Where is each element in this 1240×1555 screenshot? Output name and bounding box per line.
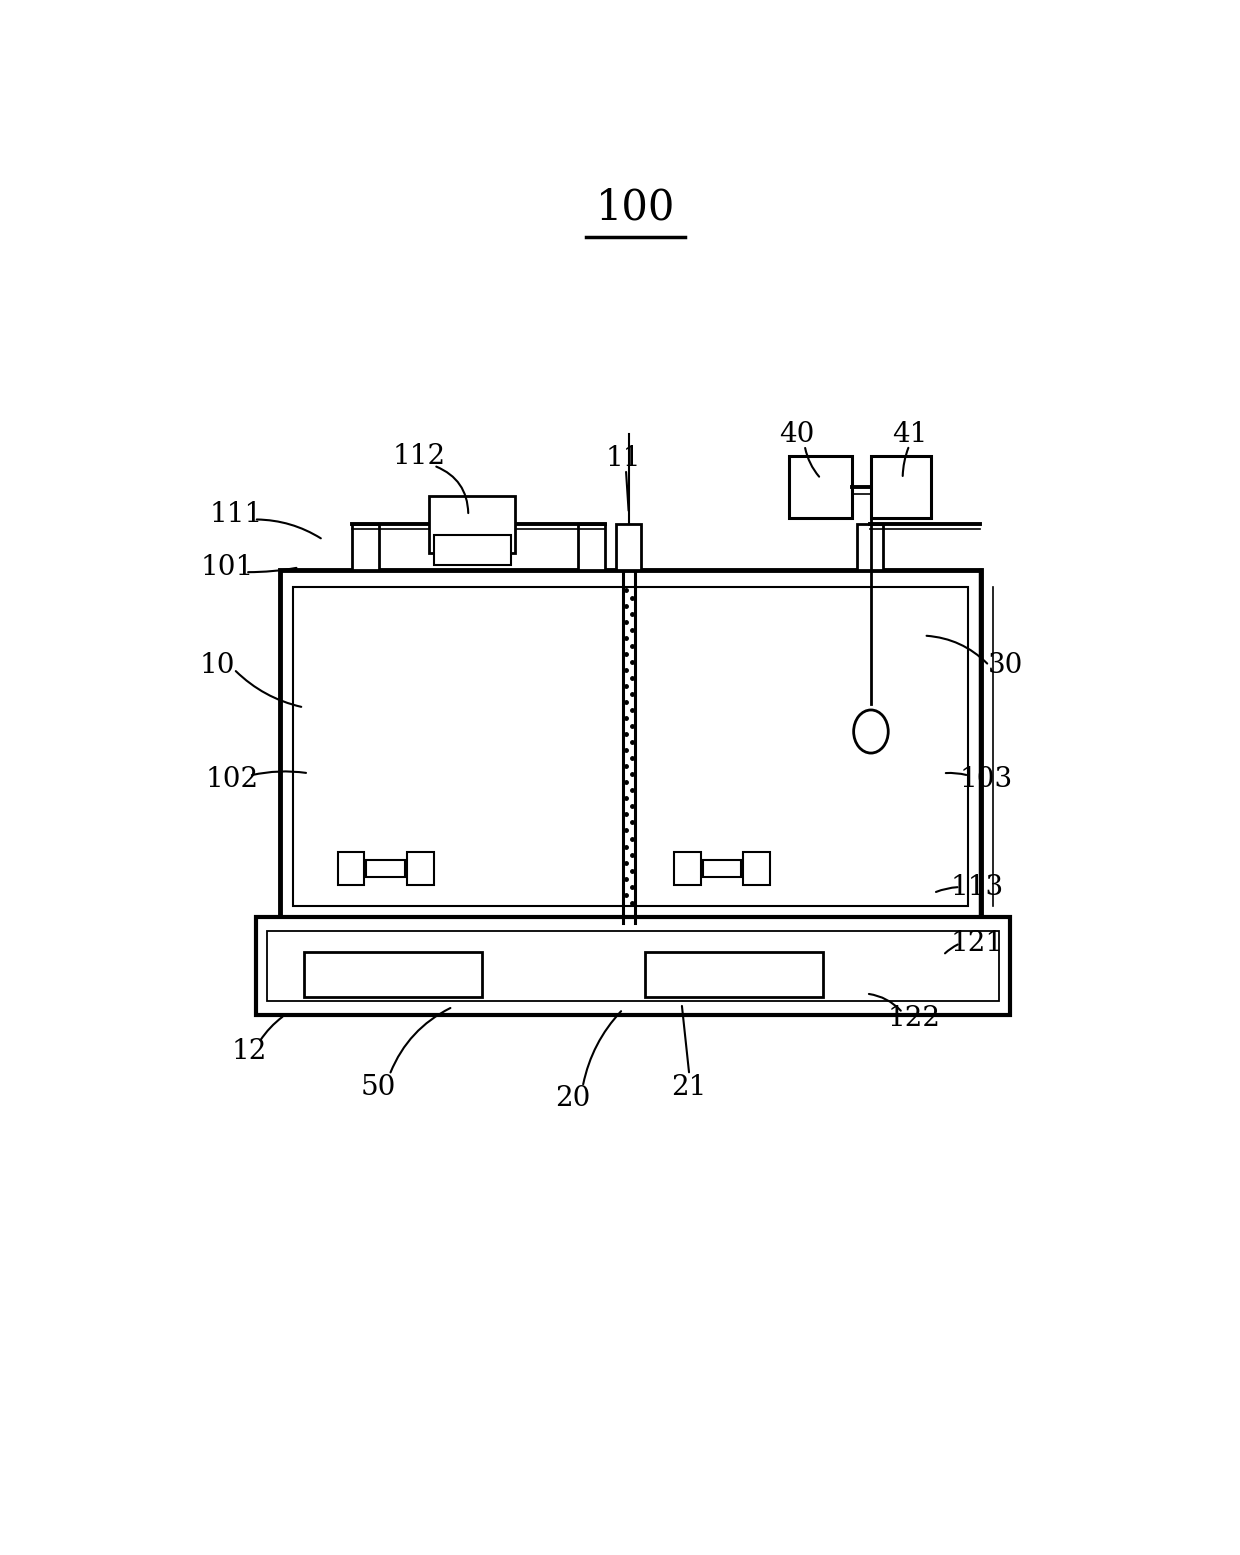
Bar bbox=[268, 931, 998, 1001]
Bar bbox=[337, 852, 365, 885]
Bar bbox=[407, 852, 434, 885]
Text: 50: 50 bbox=[361, 1073, 396, 1101]
Bar bbox=[367, 860, 404, 877]
Bar bbox=[645, 952, 823, 997]
Bar bbox=[743, 852, 770, 885]
Text: 40: 40 bbox=[779, 421, 815, 448]
Bar bbox=[434, 535, 511, 564]
Text: 10: 10 bbox=[200, 652, 236, 680]
Bar bbox=[352, 524, 379, 569]
Bar bbox=[857, 524, 883, 569]
Bar bbox=[578, 524, 605, 569]
Bar bbox=[675, 852, 701, 885]
Text: 122: 122 bbox=[888, 1005, 941, 1033]
Text: 21: 21 bbox=[671, 1073, 706, 1101]
Text: 111: 111 bbox=[210, 501, 263, 529]
Text: 12: 12 bbox=[232, 1037, 267, 1065]
Bar bbox=[703, 860, 742, 877]
Text: 121: 121 bbox=[950, 930, 1003, 956]
Bar bbox=[616, 524, 641, 569]
Text: 100: 100 bbox=[595, 187, 676, 229]
Text: 103: 103 bbox=[960, 765, 1013, 793]
Text: 30: 30 bbox=[988, 652, 1023, 680]
Bar bbox=[255, 917, 1011, 1015]
Text: 101: 101 bbox=[201, 554, 254, 582]
Bar bbox=[870, 456, 930, 518]
Bar bbox=[304, 952, 481, 997]
Text: 11: 11 bbox=[605, 445, 641, 471]
Bar bbox=[429, 496, 516, 554]
Text: 20: 20 bbox=[556, 1085, 590, 1112]
Bar bbox=[280, 569, 982, 924]
Bar bbox=[789, 456, 852, 518]
Text: 102: 102 bbox=[206, 765, 258, 793]
Bar bbox=[294, 586, 968, 907]
Text: 41: 41 bbox=[892, 421, 928, 448]
Text: 113: 113 bbox=[950, 874, 1003, 900]
Text: 112: 112 bbox=[393, 443, 446, 470]
